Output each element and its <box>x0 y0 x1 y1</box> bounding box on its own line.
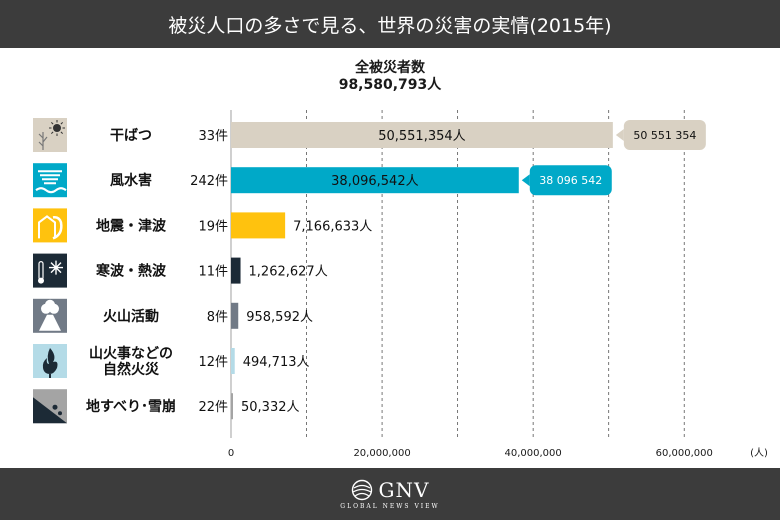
landslide-icon <box>33 389 67 424</box>
bar <box>231 348 235 374</box>
total-summary: 全被災者数 98,580,793人 <box>240 60 540 94</box>
wildfire-icon <box>33 344 67 378</box>
x-tick-label: 0 <box>228 448 234 459</box>
total-value: 98,580,793人 <box>338 77 442 93</box>
x-tick-label: 60,000,000 <box>656 448 713 459</box>
callout-value-label: 50 551 354 <box>633 129 696 142</box>
bar-chart: 0 20,000,000 40,000,000 60,000,000 (人) 干ばつ 33件… <box>33 110 768 459</box>
category-label: 自然火災 <box>103 361 160 378</box>
category-label: 干ばつ <box>110 128 152 144</box>
category-label: 風水害 <box>110 172 152 189</box>
callout-box <box>623 120 706 150</box>
bar-value-label: 494,713人 <box>243 355 310 370</box>
bar-value-label: 50,332人 <box>241 400 300 415</box>
bar <box>231 257 241 284</box>
gnv-logo: GNV GLOBAL NEWS VIEW <box>340 478 439 510</box>
bar <box>231 302 239 329</box>
bar-value-label: 38,096,542人 <box>331 174 418 189</box>
category-label: 寒波・熱波 <box>96 263 167 280</box>
logo-text: GNV <box>378 478 430 502</box>
incident-count-label: 22件 <box>198 400 228 415</box>
globe-icon <box>351 479 372 501</box>
callout-box <box>529 165 612 196</box>
bar-value-label: 1,262,627人 <box>249 265 328 280</box>
callout-pointer <box>615 129 624 141</box>
x-axis-unit: (人) <box>750 447 768 459</box>
incident-count-label: 12件 <box>198 355 228 370</box>
cold-heat-wave-icon <box>33 253 67 288</box>
bar <box>231 122 613 148</box>
earthquake-tsunami-icon <box>33 208 67 243</box>
bar-value-label: 50,551,354人 <box>378 129 465 144</box>
callout-pointer <box>521 174 530 187</box>
bar <box>231 393 233 420</box>
incident-count-label: 19件 <box>198 219 228 234</box>
category-label: 山火事などの <box>89 345 173 362</box>
incident-count-label: 242件 <box>190 174 228 189</box>
page-title-text: 被災人口の多さで見る、世界の災害の実情(2015年) <box>168 14 612 37</box>
category-label: 火山活動 <box>103 308 159 325</box>
drought-icon <box>33 118 67 152</box>
bar <box>231 167 519 194</box>
category-label: 地すべり･雪崩 <box>86 398 176 415</box>
bar <box>231 212 286 239</box>
incident-count-label: 11件 <box>198 265 228 280</box>
footer: GNV GLOBAL NEWS VIEW <box>0 468 780 520</box>
bar-value-label: 958,592人 <box>246 310 313 325</box>
incident-count-label: 8件 <box>207 310 228 325</box>
logo-subtitle: GLOBAL NEWS VIEW <box>340 503 440 510</box>
total-label: 全被災者数 <box>355 60 425 76</box>
callout-value-label: 38 096 542 <box>539 174 602 187</box>
storm-flood-icon <box>33 163 67 198</box>
bar-value-label: 7,166,633人 <box>293 219 372 234</box>
volcano-icon <box>33 298 67 333</box>
incident-count-label: 33件 <box>198 129 228 144</box>
x-tick-label: 40,000,000 <box>505 448 562 459</box>
category-label: 地震・津波 <box>96 217 167 234</box>
page-title: 被災人口の多さで見る、世界の災害の実情(2015年) <box>0 0 780 48</box>
x-tick-label: 20,000,000 <box>353 448 410 459</box>
